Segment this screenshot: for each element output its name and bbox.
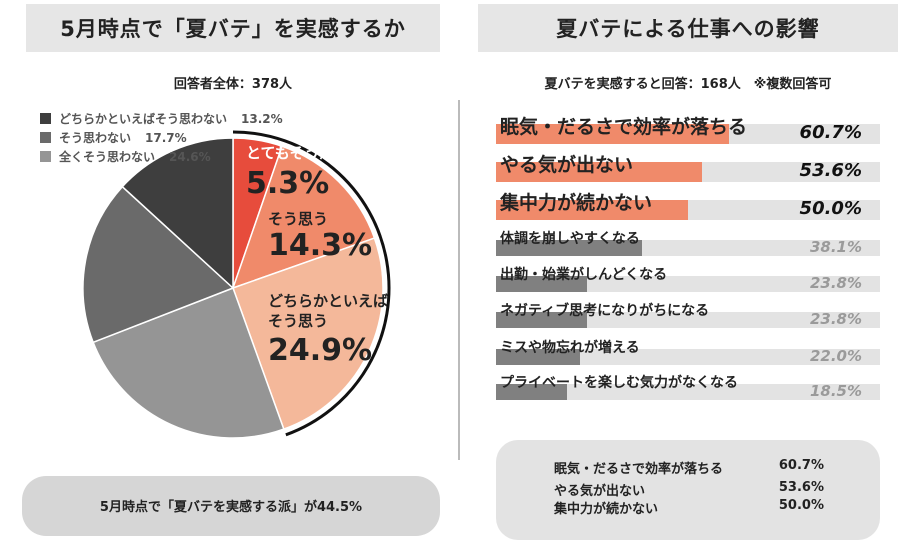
bar-label: 体調を崩しやすくなる (500, 231, 640, 247)
summary-row: 眠気・だるさで効率が落ちる 60.7% (554, 458, 824, 477)
bar (496, 124, 730, 144)
bar-value-label: 60.7% (799, 122, 862, 143)
bar (496, 162, 702, 182)
bar-label: プライベートを楽しむ気力がなくなる (500, 375, 738, 391)
bar-row: ミスや物忘れが増える 22.0% (496, 337, 880, 365)
bar (496, 240, 643, 256)
right-chart-title: 夏バテによる仕事への影響 (478, 4, 898, 52)
bar-label: 眠気・だるさで効率が落ちる (500, 116, 748, 138)
summary-row: 集中力が続かない 50.0% (554, 498, 824, 517)
bar-value-label: 23.8% (809, 310, 862, 328)
legend-value: 13.2% (241, 111, 283, 126)
left-chart-title: 5月時点で「夏バテ」を実感するか (26, 4, 440, 52)
pie-label-totemo: とてもそう思う (246, 144, 350, 162)
legend-item: どちらかといえばそう思わない 13.2% (40, 109, 283, 128)
highlight-arc (232, 130, 391, 437)
summary-label: 集中力が続かない (554, 502, 659, 517)
bar-row: ネガティブ思考になりがちになる 23.8% (496, 300, 880, 328)
pie-value-sou: 14.3% (268, 228, 373, 263)
pie-label-dochira-2: そう思う (268, 312, 329, 330)
pie-slice (231, 145, 376, 290)
legend-swatch (40, 132, 51, 143)
legend-item: 全くそう思わない 24.6% (40, 147, 283, 166)
bar-value-label: 18.5% (809, 382, 862, 400)
legend-value: 24.6% (169, 149, 211, 164)
summary-row: やる気が出ない 53.6% (554, 480, 824, 499)
legend-swatch (40, 151, 51, 162)
legend-label: 全くそう思わない (59, 150, 156, 164)
panel-divider (458, 100, 460, 460)
bar-label: 集中力が続かない (500, 192, 653, 214)
pie-slice (121, 137, 234, 290)
bar-track (496, 276, 880, 292)
legend-label: どちらかといえばそう思わない (59, 112, 228, 126)
pie-slice (82, 185, 235, 344)
pie-slice (92, 287, 285, 439)
bar-label: 出勤・始業がしんどくなる (500, 267, 668, 283)
bottom-summary: 5月時点で「夏バテを実感する派」が44.5% (22, 476, 440, 536)
pie-slice (232, 237, 384, 431)
pie-legend: どちらかといえばそう思わない 13.2% そう思わない 17.7% 全くそう思わ… (40, 109, 283, 166)
bar-value-label: 22.0% (809, 347, 862, 365)
bar-value-label: 53.6% (799, 160, 862, 181)
bar (496, 384, 568, 400)
bar-row: やる気が出ない 53.6% (496, 150, 880, 182)
pie-label-dochira-1: どちらかといえば (268, 292, 389, 310)
summary-value: 53.6% (778, 480, 824, 495)
pie-chart (82, 130, 391, 439)
bar-row: プライベートを楽しむ気力がなくなる 18.5% (496, 372, 880, 400)
bar-label: ミスや物忘れが増える (500, 340, 640, 356)
bar-value-label: 50.0% (799, 198, 862, 219)
summary-label: やる気が出ない (554, 484, 646, 499)
legend-swatch (40, 113, 51, 124)
right-subtitle: 夏バテを実感すると回答：168人 ※複数回答可 (544, 77, 832, 92)
left-subtitle: 回答者全体：378人 (173, 77, 293, 92)
legend-value: 17.7% (145, 130, 187, 145)
legend-item: そう思わない 17.7% (40, 128, 283, 147)
bar-label: やる気が出ない (500, 154, 634, 176)
bar-value-label: 38.1% (809, 238, 862, 256)
bar-row: 体調を崩しやすくなる 38.1% (496, 228, 880, 256)
summary-label: 眠気・だるさで効率が落ちる (554, 462, 724, 477)
summary-box: 眠気・だるさで効率が落ちる 60.7% やる気が出ない 53.6% 集中力が続か… (496, 440, 880, 540)
pie-value-dochira: 24.9% (268, 333, 373, 368)
bar-value-label: 23.8% (809, 274, 862, 292)
summary-value: 50.0% (778, 498, 824, 513)
bar-row: 眠気・だるさで効率が落ちる 60.7% (496, 112, 880, 144)
bar-row: 出勤・始業がしんどくなる 23.8% (496, 264, 880, 292)
bar-track (496, 384, 880, 400)
bar-row: 集中力が続かない 50.0% (496, 188, 880, 220)
bar-track (496, 349, 880, 365)
legend-label: そう思わない (59, 131, 132, 145)
summary-value: 60.7% (778, 458, 824, 473)
pie-label-sou: そう思う (268, 210, 329, 228)
bar (496, 349, 581, 365)
bar (496, 200, 688, 220)
bar (496, 276, 588, 292)
pie-value-totemo: 5.3% (246, 166, 330, 201)
bar (496, 312, 588, 328)
bar-track (496, 312, 880, 328)
bar-label: ネガティブ思考になりがちになる (500, 303, 710, 319)
